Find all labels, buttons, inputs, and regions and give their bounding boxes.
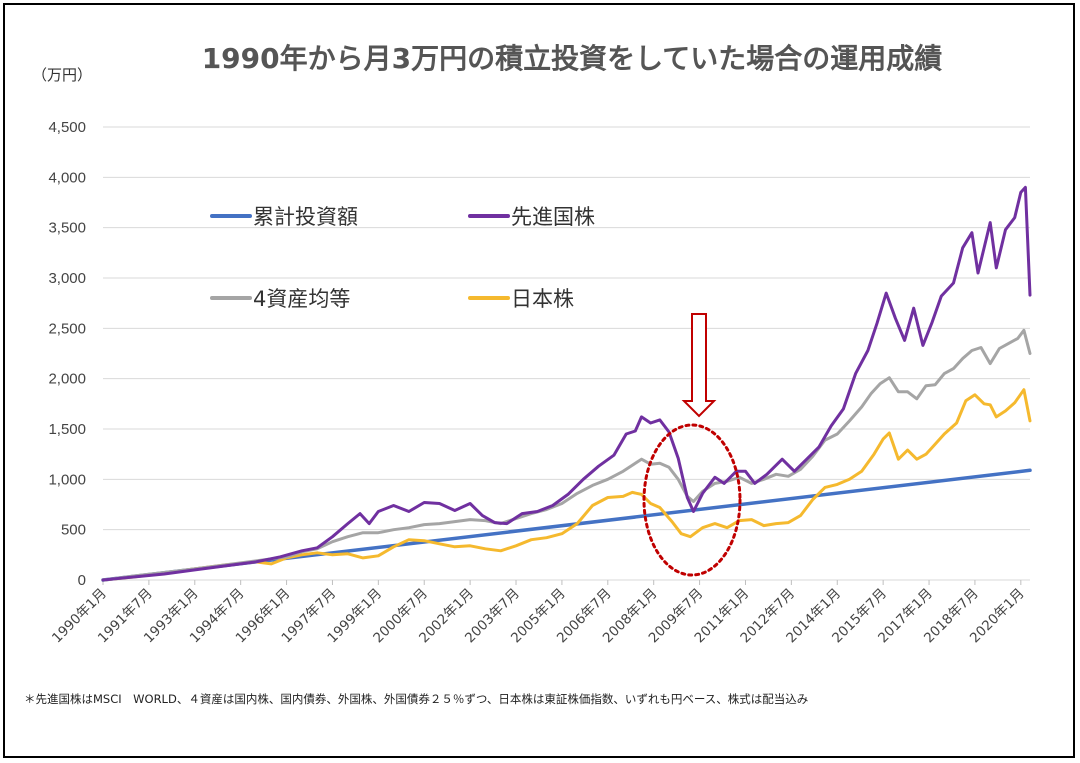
y-tick-label: 3,000 (48, 270, 86, 287)
down-arrow-icon (681, 313, 717, 418)
y-axis-unit: （万円） (32, 66, 92, 84)
legend-label-2: 4資産均等 (253, 287, 350, 311)
y-tick-label: 4,500 (48, 119, 86, 136)
legend: 累計投資額 先進国株 4資産均等 日本株 (210, 205, 595, 311)
series-line-1 (101, 185, 1032, 582)
y-tick-label: 1,500 (48, 421, 86, 438)
y-tick-label: 0 (78, 572, 86, 589)
chart-title: 1990年から月3万円の積立投資をしていた場合の運用成績 (202, 42, 943, 75)
y-tick-label: 1,000 (48, 471, 86, 488)
y-axis-ticks: 0 500 1,000 1,500 2,000 2,500 3,000 3,500 4,000 4… (48, 119, 86, 589)
legend-label-0: 累計投資額 (253, 205, 358, 229)
gridlines (103, 126, 1030, 581)
footnote: ＊先進国株はMSCI WORLD、４資産は国内株、国内債券、外国株、外国債券２５… (24, 692, 808, 706)
chart-frame (3, 3, 1075, 758)
y-tick-label: 3,500 (48, 220, 86, 237)
crisis-highlight-circle (642, 423, 742, 577)
annotations (642, 313, 742, 577)
y-tick-label: 2,500 (48, 320, 86, 337)
y-tick-label: 500 (61, 522, 86, 539)
legend-label-3: 日本株 (511, 287, 574, 311)
y-tick-label: 4,000 (48, 169, 86, 186)
legend-label-1: 先進国株 (511, 205, 595, 229)
y-tick-label: 2,000 (48, 371, 86, 388)
series-line-3 (101, 388, 1032, 582)
series-lines (101, 185, 1032, 582)
x-axis-ticks: 1990年1月1991年7月1993年1月1994年7月1996年1月1997年… (49, 580, 1028, 646)
series-line-2 (101, 328, 1032, 582)
